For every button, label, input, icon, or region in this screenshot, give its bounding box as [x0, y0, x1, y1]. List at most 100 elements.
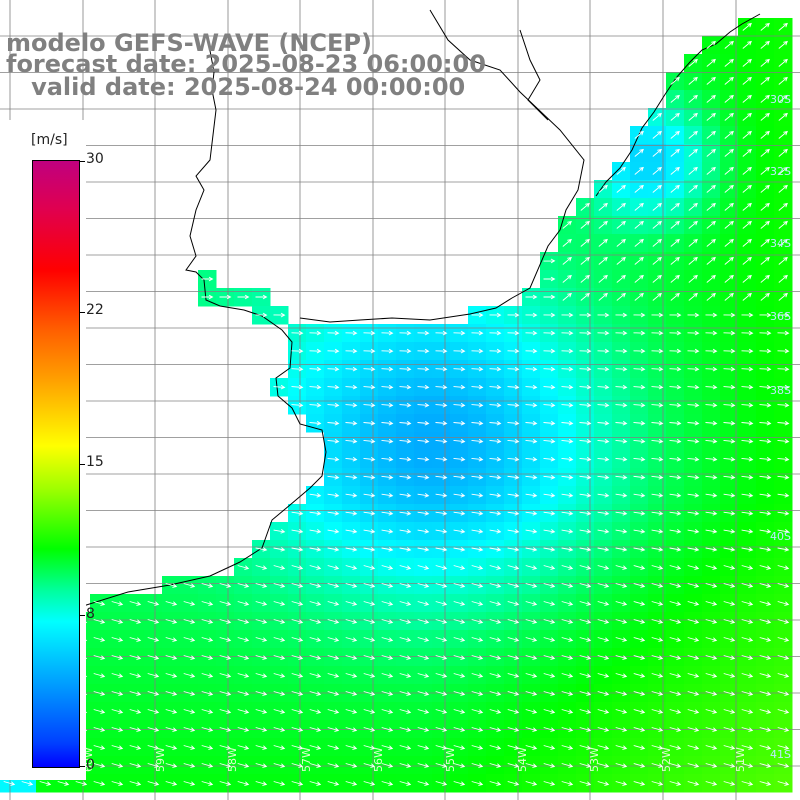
wind-arrow [579, 420, 592, 426]
wind-arrow [183, 655, 196, 660]
wind-arrow [561, 655, 574, 660]
wind-arrow [327, 511, 340, 516]
wind-arrow [616, 184, 626, 193]
wind-arrow [741, 745, 754, 750]
wind-arrow [760, 22, 770, 31]
wind-arrow [219, 583, 232, 588]
wind-arrow [129, 763, 142, 768]
wind-arrow [399, 709, 412, 714]
wind-arrow [543, 511, 556, 516]
wind-arrow [741, 475, 754, 480]
wind-arrow [724, 202, 734, 211]
wind-arrow [309, 348, 322, 354]
wind-arrow [201, 709, 214, 714]
wind-arrow [435, 348, 448, 354]
wind-arrow [723, 402, 736, 408]
wind-arrow [309, 547, 322, 552]
wind-arrow [543, 529, 556, 534]
wind-arrow [615, 511, 628, 516]
wind-arrow [507, 727, 520, 732]
wind-arrow [255, 691, 268, 696]
colorbar-tickmark [79, 766, 85, 767]
wind-arrow [471, 583, 484, 588]
wind-arrow [327, 330, 340, 336]
wind-arrow [219, 763, 232, 768]
wind-arrow [777, 727, 790, 732]
wind-arrow [777, 637, 790, 642]
lon-label: 58W [226, 747, 239, 772]
wind-arrow [381, 781, 394, 786]
wind-arrow [165, 655, 178, 660]
wind-arrow [634, 166, 644, 175]
wind-arrow [543, 420, 556, 426]
wind-arrow [291, 673, 304, 678]
wind-arrow [633, 601, 646, 606]
wind-arrow [507, 330, 520, 336]
wind-arrow [3, 781, 16, 786]
wind-arrow [183, 709, 196, 714]
wind-arrow [363, 691, 376, 696]
wind-arrow [706, 238, 716, 247]
wind-arrow [634, 220, 644, 229]
wind-arrow [597, 402, 610, 408]
wind-arrow [399, 529, 412, 534]
wind-arrow [543, 330, 556, 336]
wind-arrow [489, 312, 502, 318]
wind-arrow [723, 727, 736, 732]
wind-arrow [525, 655, 538, 660]
wind-arrow [327, 547, 340, 552]
wind-arrow [579, 763, 592, 768]
wind-arrow [525, 511, 538, 516]
wind-arrow [705, 529, 718, 534]
wind-arrow [651, 655, 664, 660]
wind-arrow [507, 493, 520, 498]
wind-arrow [489, 456, 502, 462]
wind-arrow [219, 601, 232, 606]
wind-arrow [129, 727, 142, 732]
wind-arrow [561, 691, 574, 696]
wind-arrow [597, 655, 610, 660]
wind-arrow [273, 312, 286, 318]
wind-arrow [669, 547, 682, 552]
wind-arrow [759, 529, 772, 534]
wind-arrow [760, 94, 770, 103]
wind-arrow [543, 673, 556, 678]
wind-arrow [777, 763, 790, 768]
wind-arrow [561, 438, 574, 444]
wind-arrow [724, 184, 734, 193]
wind-arrow [669, 781, 682, 786]
wind-arrow [219, 637, 232, 642]
wind-arrow [327, 655, 340, 660]
wind-arrow [706, 94, 716, 103]
wind-arrow [111, 637, 124, 642]
wind-arrow [759, 456, 772, 462]
wind-arrow [309, 402, 322, 408]
wind-arrow [760, 202, 770, 211]
wind-arrow [706, 166, 716, 175]
wind-arrow [489, 655, 502, 660]
wind-arrow [453, 763, 466, 768]
wind-arrow [381, 709, 394, 714]
wind-arrow [759, 673, 772, 678]
wind-arrow [183, 763, 196, 768]
wind-arrow [706, 256, 716, 265]
wind-arrow [255, 763, 268, 768]
wind-arrow [363, 601, 376, 606]
wind-arrow [201, 727, 214, 732]
wind-arrow [597, 312, 610, 318]
wind-arrow [363, 709, 376, 714]
wind-arrow [669, 493, 682, 498]
wind-arrow [777, 366, 790, 372]
wind-arrow [435, 330, 448, 336]
wind-arrow [363, 781, 376, 786]
wind-arrow [327, 384, 340, 390]
wind-arrow [687, 673, 700, 678]
wind-arrow [345, 637, 358, 642]
wind-arrow [706, 130, 716, 139]
wind-arrow [706, 58, 716, 67]
wind-arrow [597, 673, 610, 678]
wind-arrow [759, 366, 772, 372]
wind-arrow [111, 619, 124, 624]
wind-arrow [381, 493, 394, 498]
wind-arrow [363, 637, 376, 642]
